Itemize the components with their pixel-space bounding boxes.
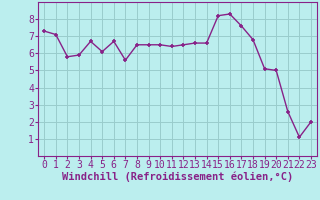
X-axis label: Windchill (Refroidissement éolien,°C): Windchill (Refroidissement éolien,°C) xyxy=(62,172,293,182)
